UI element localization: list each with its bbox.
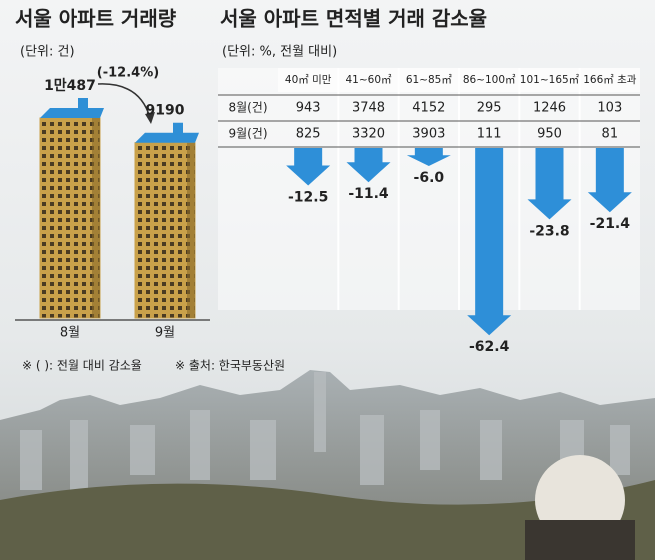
table-cell: 1246 xyxy=(533,101,566,116)
table-panel xyxy=(218,68,640,310)
row-label: 8월(건) xyxy=(228,101,267,115)
chart-title: 서울 아파트 거래량 xyxy=(15,7,177,31)
chimney xyxy=(78,98,88,110)
column-label: 101~165㎡ xyxy=(520,74,580,86)
roof xyxy=(135,132,199,143)
table-cell: 295 xyxy=(477,101,502,116)
x-tick-label: 9월 xyxy=(155,326,175,341)
annotation: (-12.4%) xyxy=(97,66,159,81)
column-label: 61~85㎡ xyxy=(406,74,453,86)
value-label: -12.5 xyxy=(288,190,328,206)
column-label: 166㎡ 초과 xyxy=(583,74,637,86)
column-label: 41~60㎡ xyxy=(345,74,392,86)
chimney xyxy=(173,122,183,135)
value-label: -23.8 xyxy=(529,223,569,239)
table-cell: 825 xyxy=(296,127,321,142)
arrow xyxy=(286,148,331,186)
city-photo xyxy=(0,370,655,560)
building-side xyxy=(187,142,195,318)
building xyxy=(134,142,196,319)
x-tick-label: 8월 xyxy=(60,326,80,341)
arrow xyxy=(346,148,391,183)
value-label: -11.4 xyxy=(348,186,389,202)
arrow xyxy=(406,148,451,166)
roof xyxy=(40,108,104,118)
table-cell: 81 xyxy=(602,127,619,142)
change-arrow-head xyxy=(145,112,155,124)
table-cell: 3903 xyxy=(412,127,445,142)
table-cell: 950 xyxy=(537,127,562,142)
row-label: 9월(건) xyxy=(228,127,267,141)
footnote: ※ 출처: 한국부동산원 xyxy=(175,359,285,373)
arrow xyxy=(467,148,512,336)
column-label: 40㎡ 미만 xyxy=(285,74,332,86)
building-side xyxy=(92,118,100,318)
change-arrow xyxy=(97,83,151,119)
table-cell: 4152 xyxy=(412,101,445,116)
chart-subtitle: (단위: 건) xyxy=(20,45,75,60)
table-cell: 103 xyxy=(597,101,622,116)
table-cell: 3320 xyxy=(352,127,385,142)
value-label: -62.4 xyxy=(469,339,510,355)
building xyxy=(39,117,101,319)
value-label: 1만487 xyxy=(44,78,96,94)
value-label: 9190 xyxy=(146,103,185,119)
value-label: -21.4 xyxy=(590,216,631,232)
table-cell: 3748 xyxy=(352,101,385,116)
arrow xyxy=(527,148,572,220)
column-label: 86~100㎡ xyxy=(463,74,516,86)
chart-title: 서울 아파트 면적별 거래 감소율 xyxy=(220,7,487,31)
footnote: ※ ( ): 전월 대비 감소율 xyxy=(22,359,142,373)
value-label: -6.0 xyxy=(414,170,445,186)
arrow xyxy=(587,148,632,213)
table-cell: 111 xyxy=(477,127,502,142)
chart-subtitle: (단위: %, 전월 대비) xyxy=(222,45,337,60)
table-cell: 943 xyxy=(296,101,321,116)
